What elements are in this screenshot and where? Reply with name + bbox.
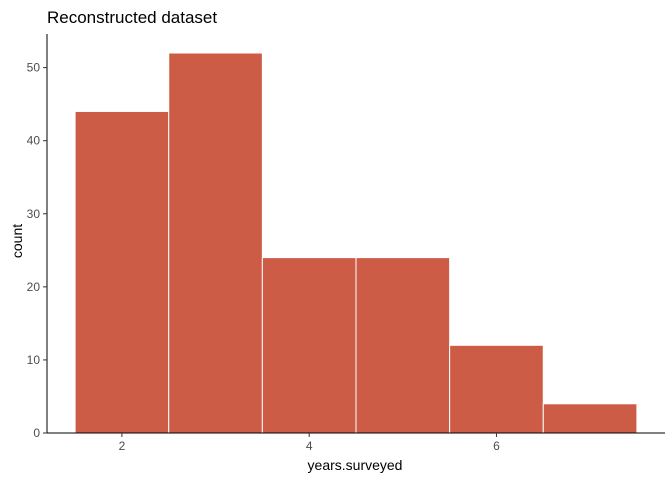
histogram-bar-3 <box>261 257 357 434</box>
y-tick-label-50: 50 <box>27 61 41 75</box>
axes-layer: 0 10 20 30 40 50 2 4 6 <box>27 34 665 453</box>
y-tick-label-20: 20 <box>27 280 41 294</box>
y-tick-label-40: 40 <box>27 134 41 148</box>
histogram-bar-4 <box>355 257 451 434</box>
bars-layer <box>74 52 638 434</box>
x-tick-label-2: 2 <box>119 439 126 453</box>
x-axis-title: years.surveyed <box>308 457 403 473</box>
x-tick-label-6: 6 <box>493 439 500 453</box>
y-axis-title: count <box>9 224 25 258</box>
chart-title: Reconstructed dataset <box>47 8 217 27</box>
x-tick-label-4: 4 <box>306 439 313 453</box>
y-tick-label-0: 0 <box>33 426 40 440</box>
histogram-bar-6 <box>542 403 638 434</box>
y-tick-label-30: 30 <box>27 207 41 221</box>
histogram-bar-1 <box>74 110 170 434</box>
histogram-bar-2 <box>168 52 263 434</box>
y-tick-label-10: 10 <box>27 353 41 367</box>
histogram-bar-5 <box>449 344 544 434</box>
